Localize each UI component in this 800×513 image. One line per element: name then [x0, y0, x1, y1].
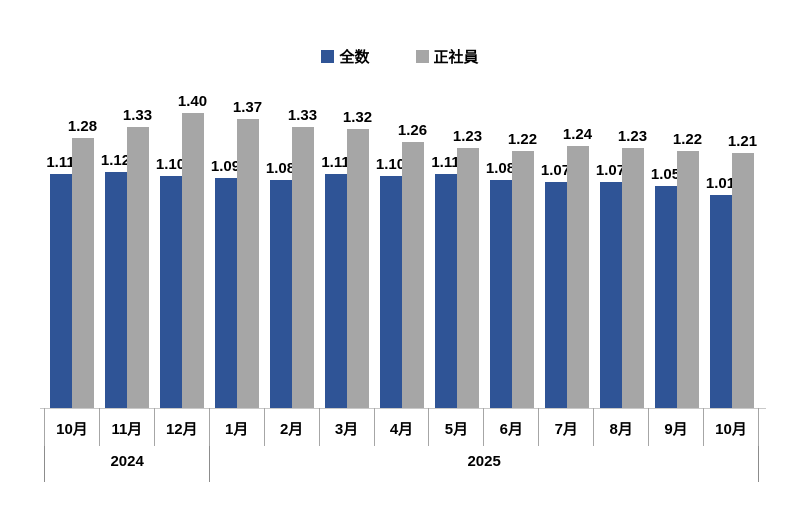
- x-axis-month-label: 6月: [484, 408, 540, 446]
- data-label: 1.08: [485, 160, 516, 178]
- legend-label-seishain: 正社員: [433, 49, 479, 66]
- data-label: 1.33: [287, 107, 318, 125]
- bar-seishain: 1.22: [508, 131, 537, 408]
- x-axis-month-label: 7月: [539, 408, 595, 446]
- bar-group: 1.11 1.28: [44, 85, 99, 408]
- data-label: 1.07: [540, 162, 571, 180]
- bar-seishain: 1.32: [343, 109, 372, 408]
- bar-zensu: 1.07: [541, 162, 570, 408]
- bar-group: 1.05 1.22: [649, 85, 704, 408]
- bar-group: 1.07 1.24: [539, 85, 594, 408]
- legend: 全数 正社員: [0, 46, 800, 67]
- bar-group: 1.01 1.21: [704, 85, 759, 408]
- bar-zensu: 1.08: [266, 160, 295, 408]
- data-label: 1.11: [46, 153, 75, 171]
- legend-label-zensu: 全数: [339, 49, 370, 66]
- bar-zensu: 1.11: [46, 154, 75, 408]
- x-axis-month-label: 1月: [210, 408, 265, 446]
- legend-swatch-seishain: [415, 50, 429, 63]
- bar-zensu: 1.11: [321, 154, 350, 408]
- x-axis-month-label: 10月: [704, 408, 759, 446]
- data-label: 1.08: [265, 160, 296, 178]
- data-label: 1.05: [650, 166, 681, 184]
- data-label: 1.33: [122, 107, 153, 125]
- legend-swatch-zensu: [321, 50, 335, 63]
- data-label: 1.12: [100, 151, 131, 169]
- x-axis-month-label: 9月: [649, 408, 705, 446]
- bar-group: 1.11 1.23: [429, 85, 484, 408]
- x-axis-year-row: 2024 2025: [44, 446, 759, 482]
- bar-group: 1.08 1.33: [264, 85, 319, 408]
- bar-group: 1.08 1.22: [484, 85, 539, 408]
- bar-zensu: 1.08: [486, 160, 515, 408]
- bar-seishain: 1.40: [178, 93, 207, 408]
- x-axis-month-row: 10月 11月 12月 1月 2月 3月 4月 5月 6月 7月 8月 9月 10月: [44, 408, 759, 446]
- bar-seishain: 1.28: [68, 118, 97, 408]
- bar-zensu: 1.09: [211, 158, 240, 408]
- x-axis-month-label: 3月: [320, 408, 375, 446]
- data-label: 1.11: [321, 153, 350, 171]
- bar-seishain: 1.22: [673, 131, 702, 408]
- data-label: 1.40: [177, 92, 208, 110]
- bar-zensu: 1.10: [156, 156, 185, 408]
- data-label: 1.10: [155, 155, 186, 173]
- bar-seishain: 1.23: [618, 128, 647, 408]
- x-axis-year-label: 2024: [44, 446, 211, 482]
- legend-item-seishain: 正社員: [415, 46, 479, 67]
- bar-zensu: 1.07: [596, 162, 625, 408]
- x-axis-month-label: 4月: [375, 408, 430, 446]
- data-label: 1.21: [727, 132, 758, 150]
- bar-zensu: 1.11: [431, 154, 460, 408]
- bar-group: 1.10 1.26: [374, 85, 429, 408]
- x-axis-month-label: 8月: [594, 408, 650, 446]
- data-label: 1.07: [595, 162, 626, 180]
- bar-seishain: 1.37: [233, 99, 262, 408]
- data-label: 1.11: [431, 153, 460, 171]
- bar-seishain: 1.33: [123, 107, 152, 408]
- plot-area: 1.11 1.28 1.12 1.33 1.10 1.40 1.09 1.37 1.08 1.33…: [44, 85, 759, 408]
- x-axis-month-label: 5月: [429, 408, 485, 446]
- x-axis-month-label: 12月: [155, 408, 210, 446]
- bar-seishain: 1.26: [398, 122, 427, 408]
- data-label: 1.01: [705, 174, 736, 192]
- data-label: 1.26: [397, 122, 428, 140]
- data-label: 1.28: [67, 117, 98, 135]
- legend-item-zensu: 全数: [321, 46, 370, 67]
- data-label: 1.23: [617, 128, 648, 146]
- data-label: 1.37: [232, 98, 263, 116]
- data-label: 1.24: [562, 126, 593, 144]
- bar-group: 1.11 1.32: [319, 85, 374, 408]
- bar-seishain: 1.24: [563, 126, 592, 408]
- bar-group: 1.07 1.23: [594, 85, 649, 408]
- bar-group: 1.12 1.33: [99, 85, 154, 408]
- bar-group: 1.10 1.40: [154, 85, 209, 408]
- bar-seishain: 1.21: [728, 133, 757, 408]
- x-axis-line: [40, 408, 766, 409]
- x-axis-month-label: 2月: [265, 408, 320, 446]
- data-label: 1.09: [210, 158, 241, 176]
- data-label: 1.22: [507, 130, 538, 148]
- data-label: 1.22: [672, 130, 703, 148]
- bar-seishain: 1.23: [453, 128, 482, 408]
- x-axis-year-label: 2025: [210, 446, 759, 482]
- x-axis-month-label: 11月: [100, 408, 155, 446]
- bar-group: 1.09 1.37: [209, 85, 264, 408]
- data-label: 1.10: [375, 155, 406, 173]
- x-axis-month-label: 10月: [44, 408, 100, 446]
- x-axis: 10月 11月 12月 1月 2月 3月 4月 5月 6月 7月 8月 9月 10月 2024 2025: [44, 408, 759, 482]
- data-label: 1.32: [342, 109, 373, 127]
- data-label: 1.23: [452, 128, 483, 146]
- bar-zensu: 1.05: [651, 166, 680, 408]
- bar-zensu: 1.01: [706, 175, 735, 408]
- bar-seishain: 1.33: [288, 107, 317, 408]
- bar-zensu: 1.12: [101, 152, 130, 408]
- bar-zensu: 1.10: [376, 156, 405, 408]
